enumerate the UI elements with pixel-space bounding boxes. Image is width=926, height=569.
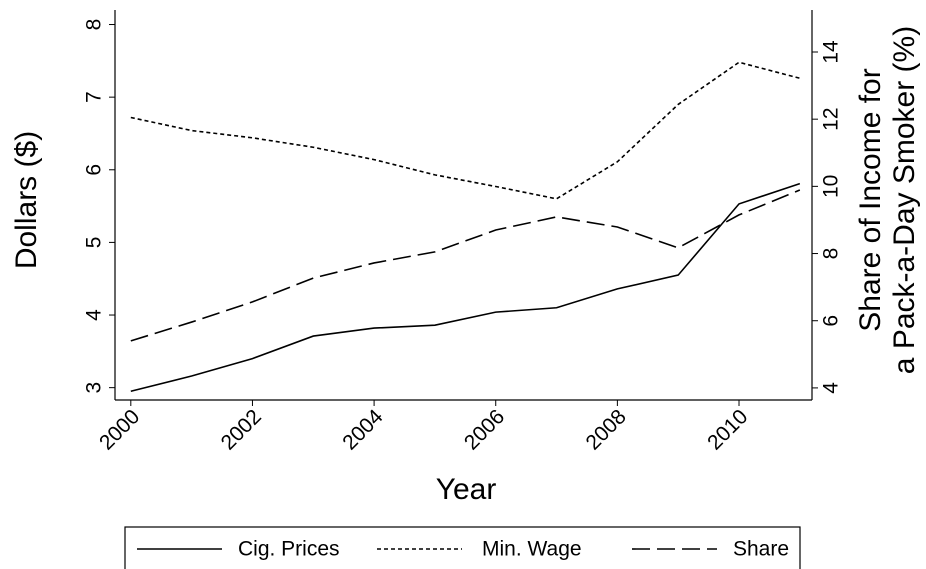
y2-tick-label: 14 — [820, 40, 843, 64]
y2-tick-label: 6 — [820, 315, 843, 327]
y2-tick-label: 4 — [820, 382, 843, 394]
series-line — [130, 189, 801, 342]
x-tick-label: 2004 — [338, 405, 388, 455]
x-axis-title: Year — [436, 473, 497, 506]
y2-tick-label: 8 — [820, 248, 843, 260]
y-tick-label: 8 — [83, 19, 106, 31]
legend-label: Cig. Prices — [238, 538, 340, 561]
y-axis-title: Dollars ($) — [10, 131, 43, 269]
x-tick-label: 2008 — [582, 405, 631, 454]
y2-axis-title: Share of Income for — [854, 68, 887, 331]
y2-tick-label: 10 — [820, 175, 843, 198]
series-line — [130, 61, 801, 200]
y2-tick-label: 12 — [820, 107, 843, 130]
x-tick-label: 2010 — [703, 405, 752, 454]
legend-label: Min. Wage — [482, 538, 582, 561]
legend-box — [124, 526, 801, 569]
y-tick-label: 7 — [83, 91, 106, 103]
y-tick-label: 3 — [83, 382, 106, 394]
y-tick-label: 4 — [83, 309, 106, 321]
series-line — [130, 182, 801, 393]
y2-axis-title: a Pack-a-Day Smoker (%) — [888, 26, 921, 374]
x-tick-label: 2006 — [460, 405, 509, 454]
legend-label: Share — [733, 538, 789, 561]
y-tick-label: 6 — [83, 164, 106, 176]
x-tick-label: 2000 — [95, 405, 144, 454]
x-tick-label: 2002 — [217, 405, 266, 454]
y-tick-label: 5 — [83, 237, 106, 249]
